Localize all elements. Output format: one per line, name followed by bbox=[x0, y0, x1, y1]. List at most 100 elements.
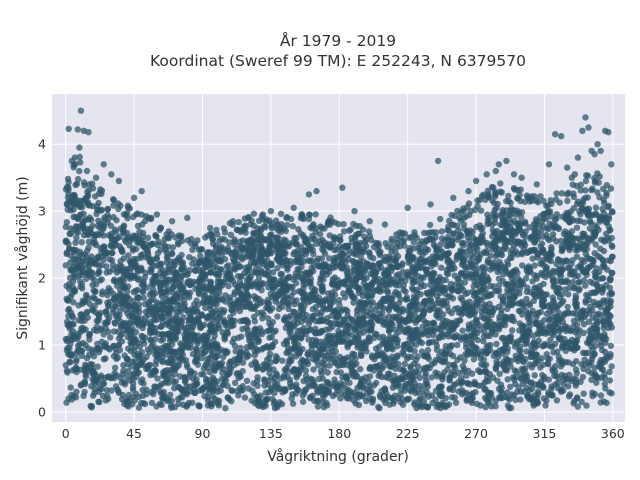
data-point bbox=[147, 361, 154, 369]
data-point bbox=[214, 318, 221, 325]
data-point bbox=[238, 333, 245, 340]
data-point bbox=[332, 391, 339, 398]
data-point bbox=[123, 234, 131, 242]
data-point bbox=[253, 365, 260, 373]
data-point bbox=[118, 246, 125, 253]
data-point bbox=[606, 368, 613, 376]
data-point bbox=[356, 391, 363, 398]
data-point bbox=[111, 364, 119, 371]
data-point bbox=[592, 333, 600, 341]
data-point bbox=[385, 328, 393, 335]
data-point bbox=[490, 321, 498, 328]
data-point bbox=[547, 257, 555, 265]
data-point bbox=[569, 257, 576, 264]
data-point bbox=[268, 344, 275, 351]
data-point bbox=[123, 398, 130, 405]
data-point bbox=[483, 321, 491, 329]
data-point bbox=[415, 301, 423, 308]
data-point bbox=[91, 239, 99, 246]
data-point bbox=[140, 321, 147, 328]
data-point bbox=[443, 270, 451, 277]
data-point bbox=[375, 260, 383, 267]
data-point bbox=[600, 247, 608, 255]
data-point bbox=[192, 356, 200, 364]
data-point bbox=[416, 402, 423, 409]
data-point bbox=[293, 381, 300, 388]
data-point bbox=[298, 290, 306, 297]
data-point bbox=[326, 243, 333, 251]
data-point bbox=[489, 233, 496, 240]
data-point bbox=[418, 386, 426, 393]
data-point bbox=[461, 273, 469, 280]
data-point bbox=[84, 199, 92, 206]
data-point bbox=[326, 362, 333, 369]
data-point bbox=[387, 281, 394, 288]
data-point bbox=[200, 371, 207, 378]
data-point bbox=[345, 246, 352, 253]
data-point bbox=[66, 285, 73, 292]
data-point bbox=[195, 260, 202, 267]
data-point bbox=[273, 371, 281, 379]
data-point bbox=[94, 363, 101, 370]
data-point bbox=[375, 265, 382, 272]
data-point bbox=[448, 342, 456, 349]
data-point bbox=[271, 389, 278, 397]
data-point bbox=[416, 314, 423, 321]
data-point bbox=[337, 395, 344, 402]
data-point bbox=[459, 362, 467, 370]
data-point bbox=[591, 222, 598, 229]
data-point bbox=[354, 344, 361, 351]
data-point bbox=[451, 272, 458, 279]
data-point bbox=[152, 361, 159, 368]
data-point bbox=[484, 312, 491, 319]
data-point bbox=[480, 279, 488, 286]
data-point bbox=[369, 321, 376, 328]
data-point bbox=[102, 325, 109, 332]
data-point bbox=[477, 326, 484, 333]
data-point bbox=[495, 287, 503, 294]
data-point bbox=[443, 402, 451, 409]
data-point bbox=[502, 267, 510, 275]
data-point bbox=[129, 247, 137, 254]
data-point bbox=[146, 349, 153, 356]
data-point bbox=[606, 291, 613, 298]
data-point bbox=[255, 331, 262, 338]
data-point bbox=[110, 352, 118, 360]
data-point bbox=[196, 278, 203, 285]
data-point bbox=[572, 382, 579, 389]
data-point bbox=[608, 363, 615, 370]
data-point bbox=[117, 294, 125, 301]
data-point bbox=[319, 302, 327, 309]
data-point bbox=[236, 238, 244, 245]
data-point bbox=[364, 389, 371, 397]
data-point bbox=[66, 345, 73, 352]
data-point bbox=[382, 373, 390, 381]
data-point bbox=[295, 350, 303, 358]
data-point bbox=[86, 332, 93, 339]
data-point bbox=[167, 402, 175, 409]
data-point bbox=[203, 359, 211, 366]
data-point bbox=[597, 399, 604, 406]
data-point bbox=[231, 249, 238, 256]
data-point bbox=[391, 356, 399, 363]
data-point bbox=[81, 388, 88, 396]
data-point bbox=[576, 327, 583, 334]
data-point bbox=[401, 360, 408, 368]
data-point bbox=[63, 219, 70, 226]
data-point bbox=[332, 285, 339, 292]
data-point bbox=[308, 290, 316, 297]
data-point bbox=[585, 293, 592, 300]
data-point bbox=[266, 369, 273, 377]
data-point bbox=[403, 294, 410, 301]
data-point bbox=[138, 267, 145, 274]
data-point bbox=[285, 301, 292, 309]
data-point bbox=[479, 263, 487, 271]
data-point bbox=[111, 374, 118, 382]
data-point bbox=[531, 372, 538, 379]
data-point bbox=[394, 339, 401, 346]
data-point bbox=[73, 388, 80, 395]
data-point bbox=[157, 246, 164, 254]
data-point bbox=[258, 281, 265, 288]
data-point bbox=[96, 385, 103, 392]
